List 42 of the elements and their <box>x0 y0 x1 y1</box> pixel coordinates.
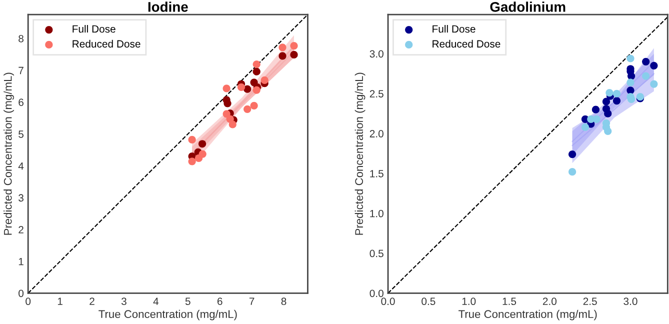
x-tick-label: 1.0 <box>462 298 476 306</box>
y-tick-label: 0.0 <box>370 290 384 298</box>
x-tick-label: 0.5 <box>422 298 436 306</box>
y-tick-label: 7 <box>18 66 24 74</box>
y-tick-label: 4 <box>18 162 24 170</box>
x-tick-label: 1.5 <box>502 298 516 306</box>
x-tick-label: 6 <box>217 298 222 306</box>
x-tick-label: 8 <box>281 298 286 306</box>
x-tick-label: 2 <box>90 298 94 305</box>
legend-label: Reduced Dose <box>432 40 500 48</box>
legend-label: Full Dose <box>72 24 116 33</box>
y-tick-label: 2.5 <box>370 90 384 98</box>
y-tick-label: 6 <box>18 98 24 106</box>
legend-label: Full Dose <box>432 24 476 33</box>
y-tick-label: 1 <box>18 258 24 266</box>
x-tick-label: 4 <box>153 298 159 305</box>
legend-label: Reduced Dose <box>72 40 140 48</box>
y-tick-label: 3.0 <box>370 50 384 58</box>
y-tick-label: 3 <box>18 194 24 202</box>
y-tick-label: 0 <box>18 290 24 298</box>
y-tick-label: 0.5 <box>370 250 384 258</box>
y-tick-label: 1.5 <box>370 170 384 178</box>
x-axis-title: True Concentration (mg/mL) <box>458 310 597 320</box>
x-tick-label: 3 <box>121 298 126 306</box>
x-tick-label: 0.0 <box>381 298 395 306</box>
y-tick-label: 8 <box>18 34 24 42</box>
x-tick-label: 0 <box>26 298 31 306</box>
x-tick-label: 1 <box>58 298 62 305</box>
y-tick-label: 1.0 <box>370 210 384 218</box>
y-axis-title: Predicted Concentration (mg/mL) <box>354 72 366 235</box>
y-tick-label: 5 <box>18 130 24 138</box>
y-axis-title: Predicted Concentration (mg/mL) <box>4 72 14 235</box>
x-tick-label: 3.0 <box>624 298 638 306</box>
x-tick-label: 5 <box>185 298 190 306</box>
x-tick-label: 2.5 <box>583 298 597 306</box>
y-tick-label: 2.0 <box>370 130 384 138</box>
x-tick-label: 7 <box>249 298 254 305</box>
x-axis-title: True Concentration (mg/mL) <box>98 310 237 320</box>
chart-title: Gadolinium <box>490 2 566 12</box>
y-tick-label: 2 <box>18 226 24 234</box>
chart-title: Iodine <box>148 2 188 12</box>
x-tick-label: 2.0 <box>542 298 556 306</box>
